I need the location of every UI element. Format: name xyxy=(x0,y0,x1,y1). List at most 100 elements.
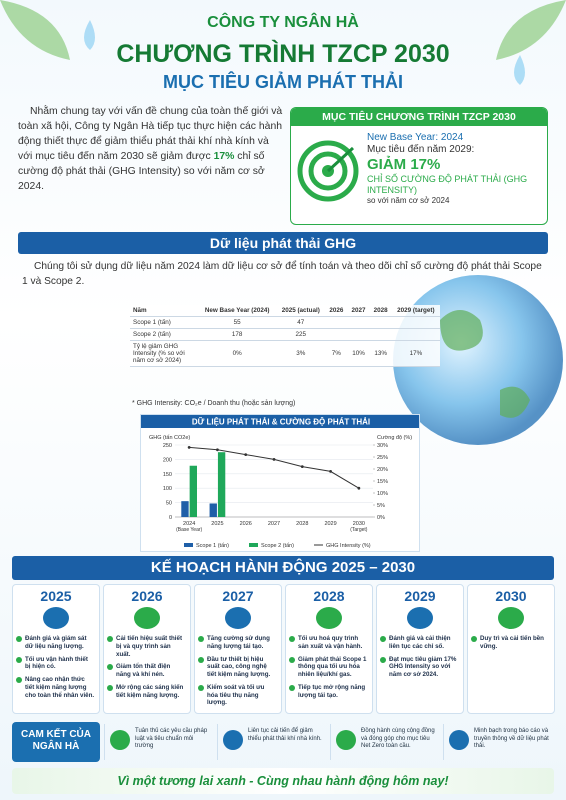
table-header-cell: 2029 (target) xyxy=(391,305,440,317)
table-row: Scope 2 (tấn) 178 225 xyxy=(130,328,440,341)
bar xyxy=(189,465,197,517)
goal-metric: CHỈ SỐ CƯỜNG ĐỘ PHÁT THẢI (GHG INTENSITY… xyxy=(367,174,528,195)
footer: Vì một tương lai xanh - Cùng nhau hành đ… xyxy=(12,768,554,794)
x-tick-note: (Target) xyxy=(350,527,368,533)
x-tick-note: (Base Year) xyxy=(176,527,202,533)
goal-label: Mục tiêu đến năm 2029: xyxy=(367,144,475,155)
goal: GIẢM 17% xyxy=(367,156,441,173)
y2-tick-label: 10% xyxy=(377,491,388,497)
intro-highlight: 17% xyxy=(213,151,235,163)
y2-axis-label: Cường độ (%) xyxy=(377,435,412,441)
line-point xyxy=(357,486,361,490)
plan-item: Đánh giá và cải thiện liên tục các chỉ s… xyxy=(380,635,459,651)
table-header-cell: 2027 xyxy=(347,305,370,317)
table-cell xyxy=(391,316,440,329)
plan-icon xyxy=(43,607,69,629)
target-icon xyxy=(297,140,359,202)
y-tick-label: 250 xyxy=(163,443,172,449)
goal-baseline: so với năm cơ sở 2024 xyxy=(367,195,450,205)
y2-tick-label: 15% xyxy=(377,479,388,485)
table-cell: 178 xyxy=(198,328,277,341)
commitment-item: Đồng hành cùng cộng đồng và đóng góp cho… xyxy=(330,724,442,760)
table-header-row: Năm New Base Year (2024) 2025 (actual) 2026… xyxy=(130,305,440,317)
commitment-icon xyxy=(223,730,243,750)
plan-year: 2025 xyxy=(40,588,72,604)
plan-item: Đạt mục tiêu giảm 17% GHG Intensity so v… xyxy=(380,656,459,679)
table-cell: 3% xyxy=(276,340,326,367)
commitment-icon xyxy=(449,730,469,750)
plan-column: 2026 Cải tiến hiệu suất thiết bị và quy t… xyxy=(103,584,191,714)
table-cell xyxy=(369,316,392,329)
plan-item: Tiếp tục mở rộng năng lượng tái tạo. xyxy=(289,684,368,700)
line-point xyxy=(329,470,332,473)
line-point xyxy=(272,458,276,461)
intro-text: Nhằm chung tay với vấn đề chung của toàn… xyxy=(18,106,283,163)
table-header-cell: Năm xyxy=(130,305,198,317)
y2-tick-label: 20% xyxy=(377,467,388,473)
y-tick-label: 50 xyxy=(166,501,172,507)
chart-title: DỮ LIỆU PHÁT THẢI & CƯỜNG ĐỘ PHÁT THẢI xyxy=(192,418,370,427)
y-tick-label: 150 xyxy=(163,472,172,478)
table-cell: 17% xyxy=(391,340,440,367)
table-cell xyxy=(347,316,370,329)
table-cell: 7% xyxy=(325,340,348,367)
legend-label: GHG Intensity (%) xyxy=(326,543,371,549)
table-cell: 55 xyxy=(198,316,277,329)
line-point xyxy=(187,446,191,449)
table-header-cell: 2025 (actual) xyxy=(276,305,326,317)
plan-column: 2025 Đánh giá và giám sát dữ liệu năng lư… xyxy=(12,584,100,714)
y-axis-label: GHG (tấn CO2e) xyxy=(149,435,190,441)
x-tick-label: 2028 xyxy=(296,521,308,527)
plan-column: 2029 Đánh giá và cải thiện liên tục các c… xyxy=(376,584,464,714)
table-cell: Tỷ lệ giảm GHG Intensity (% so với năm c… xyxy=(130,340,198,367)
table-cell: Scope 2 (tấn) xyxy=(130,328,198,341)
plan-year: 2028 xyxy=(313,588,345,604)
commitment-item: Tuân thủ các yêu cầu pháp luật và tiêu c… xyxy=(104,724,216,760)
plan-item: Duy trì và cải tiến bền vững. xyxy=(471,635,550,651)
y-tick-label: 200 xyxy=(163,457,172,463)
legend-swatch xyxy=(249,543,258,547)
chart: DỮ LIỆU PHÁT THẢI & CƯỜNG ĐỘ PHÁT THẢI G… xyxy=(140,414,420,552)
x-tick-label: 2030 xyxy=(353,521,365,527)
commitment-item: Liên tục cải tiến để giảm thiểu phát thả… xyxy=(217,724,329,760)
plan-item: Cải tiến hiệu suất thiết bị và quy trình… xyxy=(107,635,186,658)
table-note: * GHG Intensity: CO₂e / Doanh thu (hoặc … xyxy=(132,400,296,407)
table-cell xyxy=(325,316,348,329)
plan-item: Giảm tổn thất điện năng và khí nén. xyxy=(107,663,186,679)
data-table: Năm New Base Year (2024) 2025 (actual) 2026… xyxy=(130,305,440,367)
bar xyxy=(209,503,217,517)
commitment-icon xyxy=(110,730,130,750)
y-tick-label: 0 xyxy=(169,515,172,521)
x-tick-label: 2025 xyxy=(211,521,223,527)
action-plan-title: KẾ HOẠCH HÀNH ĐỘNG 2025 – 2030 xyxy=(12,556,554,580)
table-header-cell: 2026 xyxy=(325,305,348,317)
x-tick-label: 2029 xyxy=(324,521,336,527)
target-text: New Base Year: 2024 Mục tiêu đến năm 202… xyxy=(367,132,545,205)
table-cell: 13% xyxy=(369,340,392,367)
legend-label: Scope 2 (tấn) xyxy=(261,543,294,549)
legend-label: Scope 1 (tấn) xyxy=(196,543,229,549)
plan-year: 2029 xyxy=(404,588,436,604)
subtitle: MỤC TIÊU GIẢM PHÁT THẢI xyxy=(163,72,403,92)
line-point xyxy=(216,448,219,452)
chart-title-bar xyxy=(141,415,419,428)
legend-swatch xyxy=(184,543,193,547)
table-cell: 225 xyxy=(276,328,326,341)
table-cell xyxy=(369,328,392,341)
line-point xyxy=(244,453,248,456)
bar xyxy=(217,452,226,517)
plan-item: Tăng cường sử dụng năng lượng tái tạo. xyxy=(198,635,277,651)
company-name: CÔNG TY NGÂN HÀ xyxy=(207,14,359,31)
plan-column: 2027 Tăng cường sử dụng năng lượng tái tạ… xyxy=(194,584,282,714)
plan-icon xyxy=(498,607,524,629)
plan-item: Giảm phát thải Scope 1 thông qua tối ưu … xyxy=(289,655,367,678)
y-tick-label: 100 xyxy=(163,486,172,492)
line-point xyxy=(300,465,304,468)
plan-icon xyxy=(225,607,251,629)
x-tick-label: 2024 xyxy=(183,521,195,527)
commitments-title: CAM KẾT CỦA NGÂN HÀ xyxy=(12,722,100,762)
table-cell: Scope 1 (tấn) xyxy=(130,316,198,329)
plan-item: Tối ưu vận hành thiết bị hiện có. xyxy=(16,656,95,672)
plan-year: 2027 xyxy=(222,588,254,604)
bar xyxy=(181,501,189,517)
